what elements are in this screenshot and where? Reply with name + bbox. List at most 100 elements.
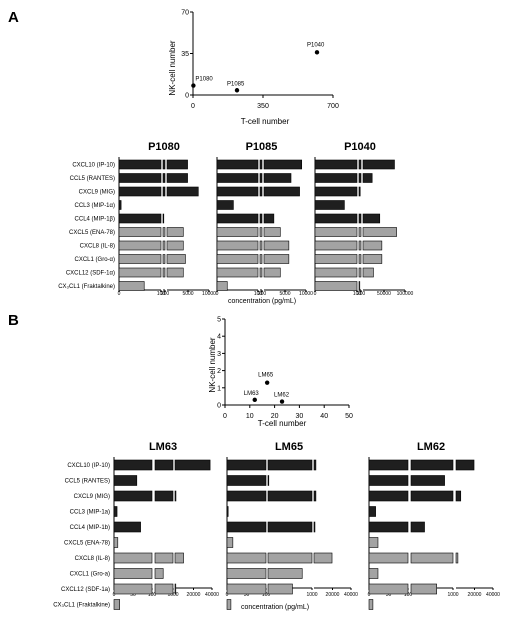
- scatter-x-tick-label: 40: [320, 413, 328, 420]
- bar: [118, 281, 145, 291]
- bar: [455, 552, 459, 564]
- bar: [263, 173, 292, 183]
- subchart-tick-label: 100: [404, 592, 413, 598]
- bar: [358, 213, 362, 224]
- bar: [216, 200, 234, 210]
- scatter-point-label: LM62: [274, 393, 290, 399]
- bar: [263, 159, 303, 170]
- scatter-y-tick-label: 1: [217, 385, 221, 392]
- bar: [226, 537, 234, 548]
- bar: [154, 490, 174, 502]
- bar: [226, 490, 267, 502]
- subchart-tick-label: 5000: [279, 291, 290, 297]
- bar: [162, 159, 166, 170]
- bar: [358, 240, 362, 251]
- bar: [313, 490, 317, 502]
- scatter-x-tick-label: 20: [271, 413, 279, 420]
- bar: [226, 599, 232, 610]
- bar: [314, 240, 358, 251]
- panel-letter-a: A: [8, 9, 19, 26]
- row-label: CCL4 (MIP-1b): [70, 525, 110, 531]
- scatter-x-tick-label: 30: [296, 413, 304, 420]
- row-label: CXCL5 (ENA-78): [64, 541, 110, 547]
- bar: [216, 281, 228, 291]
- subchart-tick-label: 0: [226, 592, 229, 598]
- bar: [358, 173, 362, 183]
- scatter-x-tick-label: 0: [191, 103, 195, 110]
- bar: [118, 186, 162, 197]
- bar: [118, 213, 162, 224]
- bar: [113, 506, 118, 517]
- scatter-point-label: LM63: [244, 391, 260, 397]
- bar: [154, 583, 174, 595]
- bar: [263, 267, 281, 278]
- bar: [118, 240, 162, 251]
- row-label: CXCL12 (SDF-1α): [66, 271, 115, 277]
- bar: [162, 267, 166, 278]
- scatter-point: [314, 50, 320, 55]
- bar: [368, 537, 379, 548]
- subchart-title: LM62: [417, 441, 445, 453]
- bar: [166, 267, 184, 278]
- row-label: CXCL12 (SDF-1a): [61, 587, 110, 593]
- bar: [113, 537, 119, 548]
- subchart-tick-label: 50: [244, 592, 250, 598]
- subchart-title: LM65: [275, 441, 303, 453]
- bar: [118, 254, 162, 264]
- bar: [314, 254, 358, 264]
- scatter-point-label: P1040: [307, 42, 325, 48]
- bar: [166, 254, 186, 264]
- bar: [259, 240, 263, 251]
- bar: [410, 490, 454, 502]
- bar: [362, 240, 383, 251]
- bar: [314, 159, 358, 170]
- bar: [455, 459, 475, 471]
- bar: [113, 568, 153, 579]
- bar: [368, 506, 376, 517]
- bar: [162, 240, 166, 251]
- bar: [118, 267, 162, 278]
- bar: [166, 240, 184, 251]
- subchart-tick-label: 1000: [447, 592, 458, 598]
- subchart-tick-label: 100000: [397, 291, 414, 297]
- bar: [216, 254, 259, 264]
- bar: [162, 227, 166, 237]
- bar: [263, 227, 281, 237]
- scatter-y-tick-label: 35: [181, 51, 189, 58]
- bar: [113, 583, 153, 595]
- subchart-title: P1080: [148, 141, 180, 153]
- subchart-tick-label: 100: [262, 592, 271, 598]
- bar: [113, 599, 120, 610]
- bar: [314, 213, 358, 224]
- subchart-tick-label: 200: [161, 291, 170, 297]
- bar: [314, 227, 358, 237]
- bar: [113, 490, 153, 502]
- subchart-tick-label: 50000: [377, 291, 391, 297]
- bar: [263, 213, 275, 224]
- subchart-tick-label: 20000: [187, 592, 201, 598]
- bar: [368, 583, 409, 595]
- bar: [259, 186, 263, 197]
- scatter-point: [234, 88, 240, 93]
- row-label: CX₃CL1 (Fraktalkine): [53, 603, 110, 609]
- bar: [313, 552, 333, 564]
- bar: [314, 200, 345, 210]
- bar: [166, 186, 199, 197]
- scatter-point: [252, 397, 257, 403]
- subchart-title: LM63: [149, 441, 177, 453]
- bar: [226, 521, 267, 533]
- bar: [226, 583, 267, 595]
- row-label: CXCL8 (IL-8): [80, 244, 115, 250]
- bar: [216, 227, 259, 237]
- scatter-y-tick-label: 2: [217, 368, 221, 375]
- subchart-title: P1085: [246, 141, 278, 153]
- bar: [259, 254, 263, 264]
- bar: [113, 552, 153, 564]
- bar: [368, 490, 409, 502]
- bar: [362, 173, 373, 183]
- scatter-point: [279, 399, 285, 404]
- subchart-tick-label: 1000: [306, 592, 317, 598]
- bar: [313, 521, 316, 533]
- subchart-tick-label: 0: [113, 592, 116, 598]
- panel-letter-b: B: [8, 312, 19, 329]
